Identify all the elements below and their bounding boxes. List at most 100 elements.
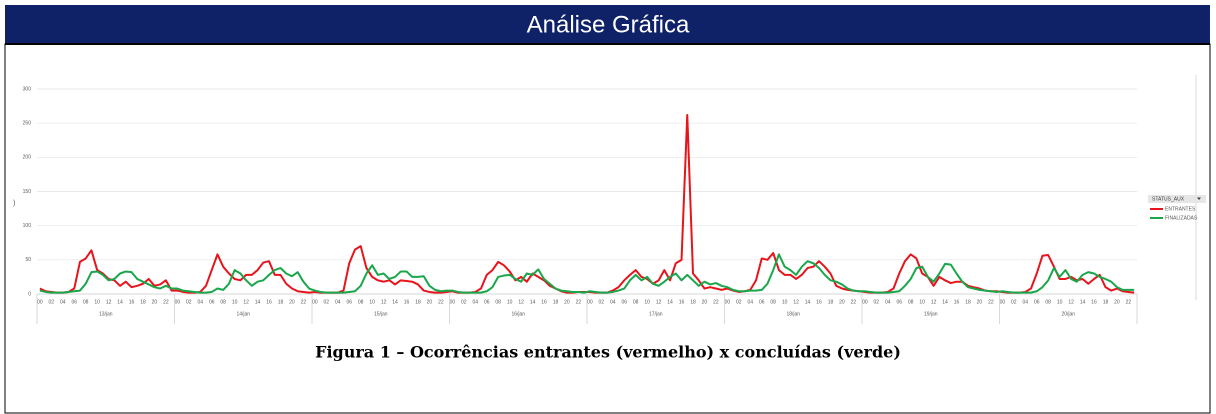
- x-tick-label: 20: [152, 299, 158, 305]
- x-tick-label: 02: [186, 299, 192, 305]
- x-tick-label: 14: [667, 299, 673, 305]
- x-tick-label: 18: [140, 299, 146, 305]
- x-tick-label: 02: [599, 299, 605, 305]
- y-tick-label: 250: [23, 120, 32, 126]
- group-label: 17/jan: [649, 311, 663, 317]
- x-tick-label: 00: [37, 299, 43, 305]
- series-line: [39, 253, 1135, 294]
- x-tick-label: 22: [163, 299, 169, 305]
- x-tick-label: 00: [312, 299, 318, 305]
- x-tick-label: 04: [473, 299, 479, 305]
- legend-label: FINALIZADAS: [1165, 215, 1198, 221]
- x-tick-label: 06: [621, 299, 627, 305]
- x-tick-label: 04: [610, 299, 616, 305]
- x-tick-label: 04: [60, 299, 66, 305]
- x-tick-label: 08: [83, 299, 89, 305]
- group-label: 16/jan: [511, 311, 525, 317]
- x-tick-label: 06: [346, 299, 352, 305]
- x-tick-label: 10: [369, 299, 375, 305]
- x-tick-label: 12: [243, 299, 249, 305]
- y-tick-label: 300: [23, 86, 32, 92]
- x-tick-label: 00: [587, 299, 593, 305]
- x-tick-label: 18: [1103, 299, 1109, 305]
- y-tick-label: 100: [23, 223, 32, 229]
- x-tick-label: 10: [1057, 299, 1063, 305]
- x-tick-label: 04: [335, 299, 341, 305]
- dropdown-icon[interactable]: [1197, 197, 1201, 201]
- x-tick-label: 08: [633, 299, 639, 305]
- x-tick-label: 18: [278, 299, 284, 305]
- x-tick-label: 10: [507, 299, 513, 305]
- y-tick-label: 50: [25, 257, 31, 263]
- group-label: 13/jan: [99, 311, 113, 317]
- x-tick-label: 20: [289, 299, 295, 305]
- x-tick-label: 02: [461, 299, 467, 305]
- x-tick-label: 18: [965, 299, 971, 305]
- x-tick-label: 12: [1068, 299, 1074, 305]
- group-label: 20/jan: [1061, 311, 1075, 317]
- x-tick-label: 08: [770, 299, 776, 305]
- group-label: 18/jan: [786, 311, 800, 317]
- x-tick-label: 18: [690, 299, 696, 305]
- x-tick-label: 12: [793, 299, 799, 305]
- x-tick-label: 16: [266, 299, 272, 305]
- x-tick-label: 08: [220, 299, 226, 305]
- y-tick-label: 200: [23, 155, 32, 161]
- x-tick-label: 18: [415, 299, 421, 305]
- x-tick-label: 10: [644, 299, 650, 305]
- x-tick-label: 02: [324, 299, 330, 305]
- x-tick-label: 06: [896, 299, 902, 305]
- x-tick-label: 20: [839, 299, 845, 305]
- x-tick-label: 08: [908, 299, 914, 305]
- x-tick-label: 06: [759, 299, 765, 305]
- x-tick-label: 00: [862, 299, 868, 305]
- x-tick-label: 12: [931, 299, 937, 305]
- x-tick-label: 02: [49, 299, 55, 305]
- x-tick-label: 10: [94, 299, 100, 305]
- x-tick-label: 22: [713, 299, 719, 305]
- x-tick-label: 02: [1011, 299, 1017, 305]
- x-tick-label: 14: [117, 299, 123, 305]
- x-tick-label: 12: [656, 299, 662, 305]
- x-tick-label: 16: [404, 299, 410, 305]
- group-label: 14/jan: [236, 311, 250, 317]
- y-tick-label: 150: [23, 189, 32, 195]
- x-tick-label: 10: [232, 299, 238, 305]
- y-tick-label: 0: [28, 291, 31, 297]
- x-tick-label: 14: [1080, 299, 1086, 305]
- x-tick-label: 12: [518, 299, 524, 305]
- x-tick-label: 22: [1126, 299, 1132, 305]
- x-tick-label: 04: [1023, 299, 1029, 305]
- x-tick-label: 14: [392, 299, 398, 305]
- x-tick-label: 22: [576, 299, 582, 305]
- x-tick-label: 20: [977, 299, 983, 305]
- x-tick-label: 16: [954, 299, 960, 305]
- x-tick-label: 16: [816, 299, 822, 305]
- x-tick-label: 20: [427, 299, 433, 305]
- x-tick-label: 04: [748, 299, 754, 305]
- group-label: 19/jan: [924, 311, 938, 317]
- x-tick-label: 14: [805, 299, 811, 305]
- x-tick-label: 12: [106, 299, 112, 305]
- x-tick-label: 08: [495, 299, 501, 305]
- x-tick-label: 00: [725, 299, 731, 305]
- x-tick-label: 14: [255, 299, 261, 305]
- x-tick-label: 14: [530, 299, 536, 305]
- series-line: [39, 113, 1135, 294]
- x-tick-label: 02: [874, 299, 880, 305]
- x-tick-label: 00: [450, 299, 456, 305]
- legend-title-box: [1148, 195, 1206, 203]
- x-tick-label: 16: [679, 299, 685, 305]
- x-tick-label: 06: [1034, 299, 1040, 305]
- x-tick-label: 16: [1091, 299, 1097, 305]
- x-tick-label: 00: [175, 299, 181, 305]
- y-axis-label: ): [13, 200, 15, 207]
- x-tick-label: 12: [381, 299, 387, 305]
- x-tick-label: 18: [553, 299, 559, 305]
- x-tick-label: 16: [541, 299, 547, 305]
- legend-label: ENTRANTES: [1165, 206, 1196, 212]
- x-tick-label: 22: [301, 299, 307, 305]
- x-tick-label: 22: [988, 299, 994, 305]
